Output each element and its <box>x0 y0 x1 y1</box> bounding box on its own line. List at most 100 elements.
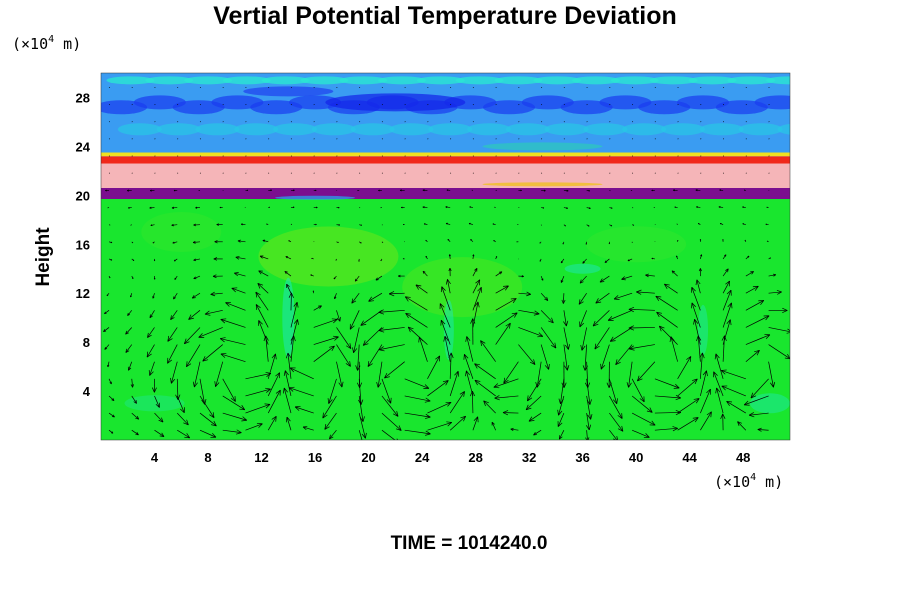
wind-vector-195 <box>439 303 451 328</box>
y-tick-label-6: 28 <box>76 90 90 105</box>
wind-vector-48 <box>502 410 519 416</box>
yellow-line <box>101 152 790 157</box>
wind-vector-159 <box>313 335 339 345</box>
wind-vector-306 <box>235 255 246 260</box>
wind-vector-140 <box>561 361 567 388</box>
upper-core-patch <box>243 86 334 97</box>
wind-vector-180 <box>103 327 110 333</box>
wind-vector-298 <box>745 271 754 277</box>
wind-vector-223 <box>378 309 405 315</box>
upper-top-patch <box>416 76 465 85</box>
upper-cyan-patch <box>195 123 240 136</box>
wind-vector-418 <box>742 206 746 209</box>
wind-vector-305 <box>213 257 223 261</box>
x-tick-label-3: 16 <box>308 450 322 465</box>
wind-vector-120 <box>107 361 110 368</box>
wind-vector-263 <box>613 292 633 300</box>
x-tick-label-6: 28 <box>468 450 482 465</box>
wind-vector-411 <box>586 207 591 210</box>
wind-vector-399 <box>313 206 318 209</box>
wind-vector-1 <box>131 429 139 436</box>
wind-vector-84 <box>654 395 681 401</box>
wind-vector-13 <box>404 429 431 436</box>
x-tick-label-10: 44 <box>682 450 697 465</box>
upper-cyan-patch <box>350 123 395 136</box>
wind-vector-19 <box>533 429 542 436</box>
wind-vector-435 <box>446 189 451 191</box>
wind-vector-233 <box>607 310 633 321</box>
x-tick-label-7: 32 <box>522 450 536 465</box>
x-tick-label-11: 48 <box>736 450 750 465</box>
wind-vector-248 <box>286 283 292 294</box>
wind-vector-202 <box>594 327 610 350</box>
wind-vector-201 <box>580 327 587 351</box>
wind-vector-370 <box>336 224 341 226</box>
wind-vector-91 <box>130 378 134 388</box>
lower-cyan-streak <box>124 395 185 412</box>
lower-cyan-streak <box>749 393 790 414</box>
wind-vector-355 <box>677 239 679 242</box>
wind-vector-199 <box>540 327 557 349</box>
wind-vector-34 <box>199 412 217 427</box>
wind-vector-189 <box>313 318 338 328</box>
wind-vector-258 <box>518 291 531 297</box>
wind-vector-239 <box>768 307 788 313</box>
upper-dark-patch <box>560 100 613 115</box>
wind-vector-324 <box>651 257 655 260</box>
wind-vector-196 <box>472 301 480 328</box>
wind-vector-131 <box>356 361 363 388</box>
upper-dark-patch <box>599 95 652 110</box>
wind-vector-153 <box>167 344 178 364</box>
wind-vector-266 <box>695 279 701 294</box>
wind-vector-12 <box>381 429 398 440</box>
x-unit-label: (×104 m) <box>714 472 783 491</box>
wind-vector-269 <box>768 290 782 295</box>
wind-vector-421 <box>127 189 132 192</box>
upper-cyan-patch <box>428 123 473 136</box>
wind-vector-279 <box>310 274 314 277</box>
wind-vector-6 <box>245 423 263 431</box>
wind-vector-208 <box>745 315 770 328</box>
wind-vector-118 <box>720 369 746 380</box>
wind-vector-432 <box>378 189 382 192</box>
wind-vector-376 <box>468 222 474 226</box>
wind-vector-121 <box>127 361 133 371</box>
wind-vector-52 <box>609 412 624 432</box>
y-tick-labels: 4 8 12 16 20 24 28 <box>76 90 91 399</box>
wind-vector-36 <box>245 403 271 414</box>
wind-vector-375 <box>445 222 451 226</box>
wind-vector-102 <box>381 378 392 404</box>
wind-vector-150 <box>104 344 110 350</box>
wind-vector-439 <box>541 189 546 192</box>
wind-vector-361 <box>130 224 132 226</box>
wind-vector-28 <box>737 421 747 431</box>
wind-vector-103 <box>404 378 430 390</box>
wind-vector-397 <box>268 206 271 208</box>
wind-vector-261 <box>578 293 587 305</box>
wind-vector-256 <box>472 279 481 294</box>
wind-vectors <box>103 87 790 440</box>
upper-dark-patch <box>521 95 574 110</box>
wind-vector-27 <box>720 413 726 431</box>
wind-vector-377 <box>492 223 496 226</box>
wind-vector-240 <box>106 292 110 297</box>
lower-yellow-patch <box>402 257 523 318</box>
wind-vector-61 <box>131 395 137 404</box>
wind-vector-108 <box>493 378 519 389</box>
upper-top-patch <box>533 76 582 85</box>
wind-vector-293 <box>621 275 633 281</box>
wind-vector-66 <box>245 387 271 397</box>
wind-vector-249 <box>312 290 315 294</box>
wind-vector-123 <box>170 361 178 384</box>
wind-vector-183 <box>167 327 178 342</box>
wind-vector-416 <box>696 206 701 209</box>
upper-top-patch <box>494 76 543 85</box>
wind-vector-142 <box>606 361 612 388</box>
wind-vector-412 <box>609 207 613 209</box>
wind-vector-287 <box>495 271 503 277</box>
wind-vector-350 <box>562 241 565 245</box>
wind-vector-297 <box>722 268 729 277</box>
wind-vector-288 <box>518 275 524 278</box>
lower-cyan-streak <box>564 263 601 274</box>
wind-vector-51 <box>585 413 592 431</box>
